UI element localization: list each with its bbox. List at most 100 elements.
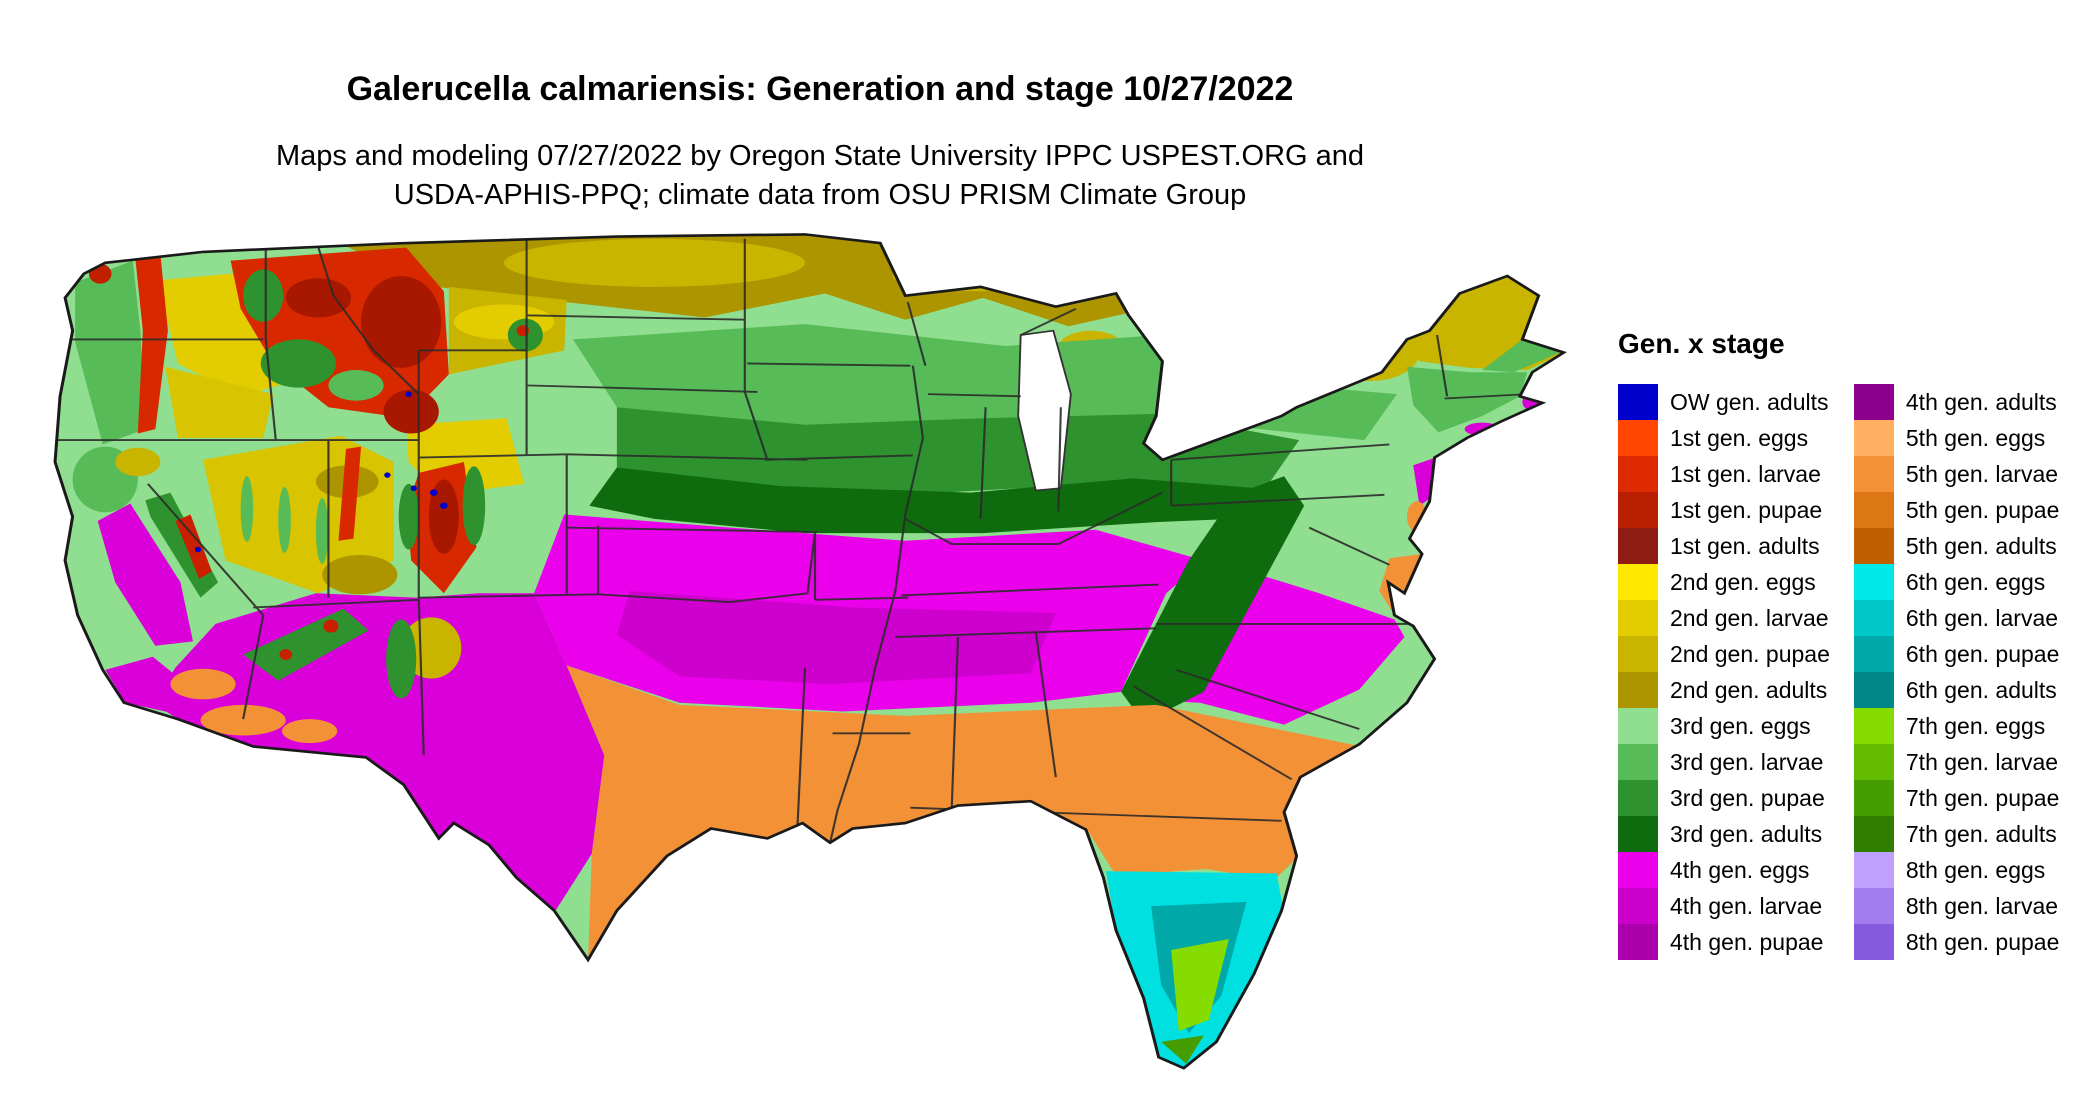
legend-swatch <box>1618 384 1658 420</box>
legend-item-label: OW gen. adults <box>1670 388 1829 415</box>
legend-item: 5th gen. larvae <box>1853 456 2059 492</box>
legend-item-label: 2nd gen. adults <box>1670 676 1828 703</box>
legend-item-label: 4th gen. adults <box>1905 388 2057 415</box>
legend-swatch <box>1853 780 1894 816</box>
legend-swatch <box>1618 744 1658 780</box>
legend-item-label: 4th gen. eggs <box>1670 856 1810 883</box>
legend-swatch <box>1853 888 1894 924</box>
legend-swatch <box>1853 420 1894 456</box>
legend-swatch <box>1853 492 1894 528</box>
legend-item: 1st gen. eggs <box>1618 420 1830 456</box>
legend-item: 3rd gen. larvae <box>1618 744 1830 780</box>
legend-item: 5th gen. adults <box>1853 528 2059 564</box>
legend-column: OW gen. adults 1st gen. eggs 1st gen. larv… <box>1618 384 1830 960</box>
legend-item-label: 8th gen. eggs <box>1905 856 2046 883</box>
legend-item-label: 3rd gen. eggs <box>1670 712 1811 739</box>
legend-item: 1st gen. adults <box>1618 528 1830 564</box>
legend-item-label: 7th gen. larvae <box>1905 748 2059 775</box>
legend-item-label: 3rd gen. adults <box>1670 820 1823 847</box>
legend-item-label: 5th gen. adults <box>1905 532 2057 559</box>
legend-item: 8th gen. eggs <box>1853 852 2059 888</box>
legend-item-label: 1st gen. pupae <box>1670 496 1823 523</box>
legend-item: 7th gen. eggs <box>1853 708 2059 744</box>
legend-item-label: 1st gen. adults <box>1670 532 1820 559</box>
legend-item-label: 8th gen. larvae <box>1905 892 2059 919</box>
legend-item-label: 1st gen. larvae <box>1670 460 1821 487</box>
map-subtitle-line1: Maps and modeling 07/27/2022 by Oregon S… <box>275 140 1365 172</box>
legend-item: 6th gen. eggs <box>1853 564 2059 600</box>
legend-item-label: 3rd gen. larvae <box>1670 748 1824 775</box>
legend-swatch <box>1618 852 1658 888</box>
legend-item: 1st gen. pupae <box>1618 492 1830 528</box>
legend-swatch <box>1618 600 1658 636</box>
us-map <box>40 230 1570 1078</box>
legend-item-label: 6th gen. pupae <box>1905 640 2060 667</box>
legend-item: 3rd gen. eggs <box>1618 708 1830 744</box>
us-map-svg <box>53 233 1567 1070</box>
legend-item: 6th gen. larvae <box>1853 600 2059 636</box>
legend-item: 2nd gen. eggs <box>1618 564 1830 600</box>
legend-item: 3rd gen. adults <box>1618 816 1830 852</box>
legend-item-label: 1st gen. eggs <box>1670 424 1809 451</box>
legend-swatch <box>1853 816 1894 852</box>
legend-swatch <box>1853 672 1894 708</box>
legend-item: 2nd gen. pupae <box>1618 636 1830 672</box>
legend-columns: OW gen. adults 1st gen. eggs 1st gen. larv… <box>1618 384 2096 960</box>
legend-swatch <box>1618 708 1658 744</box>
legend-swatch <box>1618 564 1658 600</box>
legend-item: 4th gen. larvae <box>1618 888 1830 924</box>
legend-title: Gen. x stage <box>1618 328 1785 359</box>
legend: Gen. x stage OW gen. adults 1st gen. eggs… <box>1618 328 2096 960</box>
legend-item: 2nd gen. larvae <box>1618 600 1830 636</box>
legend-item: 6th gen. pupae <box>1853 636 2060 672</box>
map-header: Galerucella calmariensis: Generation and… <box>0 70 1640 215</box>
legend-item-label: 5th gen. pupae <box>1905 496 2060 523</box>
legend-item: 7th gen. larvae <box>1853 744 2059 780</box>
legend-item: 8th gen. larvae <box>1853 888 2059 924</box>
legend-swatch <box>1853 528 1894 564</box>
legend-item: 6th gen. adults <box>1853 672 2059 708</box>
legend-swatch <box>1853 636 1894 672</box>
map-subtitle-line2: USDA-APHIS-PPQ; climate data from OSU PR… <box>393 179 1247 211</box>
legend-item: 2nd gen. adults <box>1618 672 1830 708</box>
legend-swatch <box>1618 672 1658 708</box>
state-boundaries <box>55 238 1528 843</box>
legend-swatch <box>1618 492 1658 528</box>
legend-swatch <box>1853 708 1894 744</box>
legend-swatch <box>1853 564 1894 600</box>
legend-item: 8th gen. pupae <box>1853 924 2060 960</box>
legend-item: 4th gen. pupae <box>1618 924 1830 960</box>
legend-item-label: 8th gen. pupae <box>1905 928 2060 955</box>
legend-swatch <box>1853 384 1894 420</box>
legend-item-label: 3rd gen. pupae <box>1670 784 1825 811</box>
legend-column: 4th gen. adults 5th gen. eggs 5th gen. lar… <box>1853 384 2060 960</box>
legend-swatch <box>1618 888 1658 924</box>
legend-item: 5th gen. pupae <box>1853 492 2060 528</box>
lake-michigan <box>1017 329 1072 492</box>
legend-swatch <box>1618 816 1658 852</box>
legend-item-label: 5th gen. eggs <box>1905 424 2046 451</box>
legend-swatch <box>1618 924 1658 960</box>
legend-swatch <box>1853 924 1894 960</box>
us-map-regions <box>55 234 1564 1069</box>
legend-item-label: 5th gen. larvae <box>1905 460 2059 487</box>
legend-item: 7th gen. pupae <box>1853 780 2059 816</box>
legend-item-label: 2nd gen. larvae <box>1670 604 1829 631</box>
map-title: Galerucella calmariensis: Generation and… <box>346 70 1294 108</box>
legend-swatch <box>1618 528 1658 564</box>
legend-item-label: 7th gen. eggs <box>1905 712 2046 739</box>
legend-item: OW gen. adults <box>1618 384 1830 420</box>
legend-item-label: 2nd gen. pupae <box>1670 640 1830 667</box>
legend-item: 5th gen. eggs <box>1853 420 2059 456</box>
legend-item-label: 4th gen. larvae <box>1670 892 1823 919</box>
legend-swatch <box>1853 744 1894 780</box>
legend-item-label: 7th gen. adults <box>1905 820 2057 847</box>
legend-item: 4th gen. adults <box>1853 384 2059 420</box>
legend-item-label: 6th gen. larvae <box>1905 604 2059 631</box>
legend-item: 7th gen. adults <box>1853 816 2059 852</box>
legend-item: 1st gen. larvae <box>1618 456 1830 492</box>
legend-item: 3rd gen. pupae <box>1618 780 1830 816</box>
legend-swatch <box>1853 852 1894 888</box>
legend-swatch <box>1853 456 1894 492</box>
